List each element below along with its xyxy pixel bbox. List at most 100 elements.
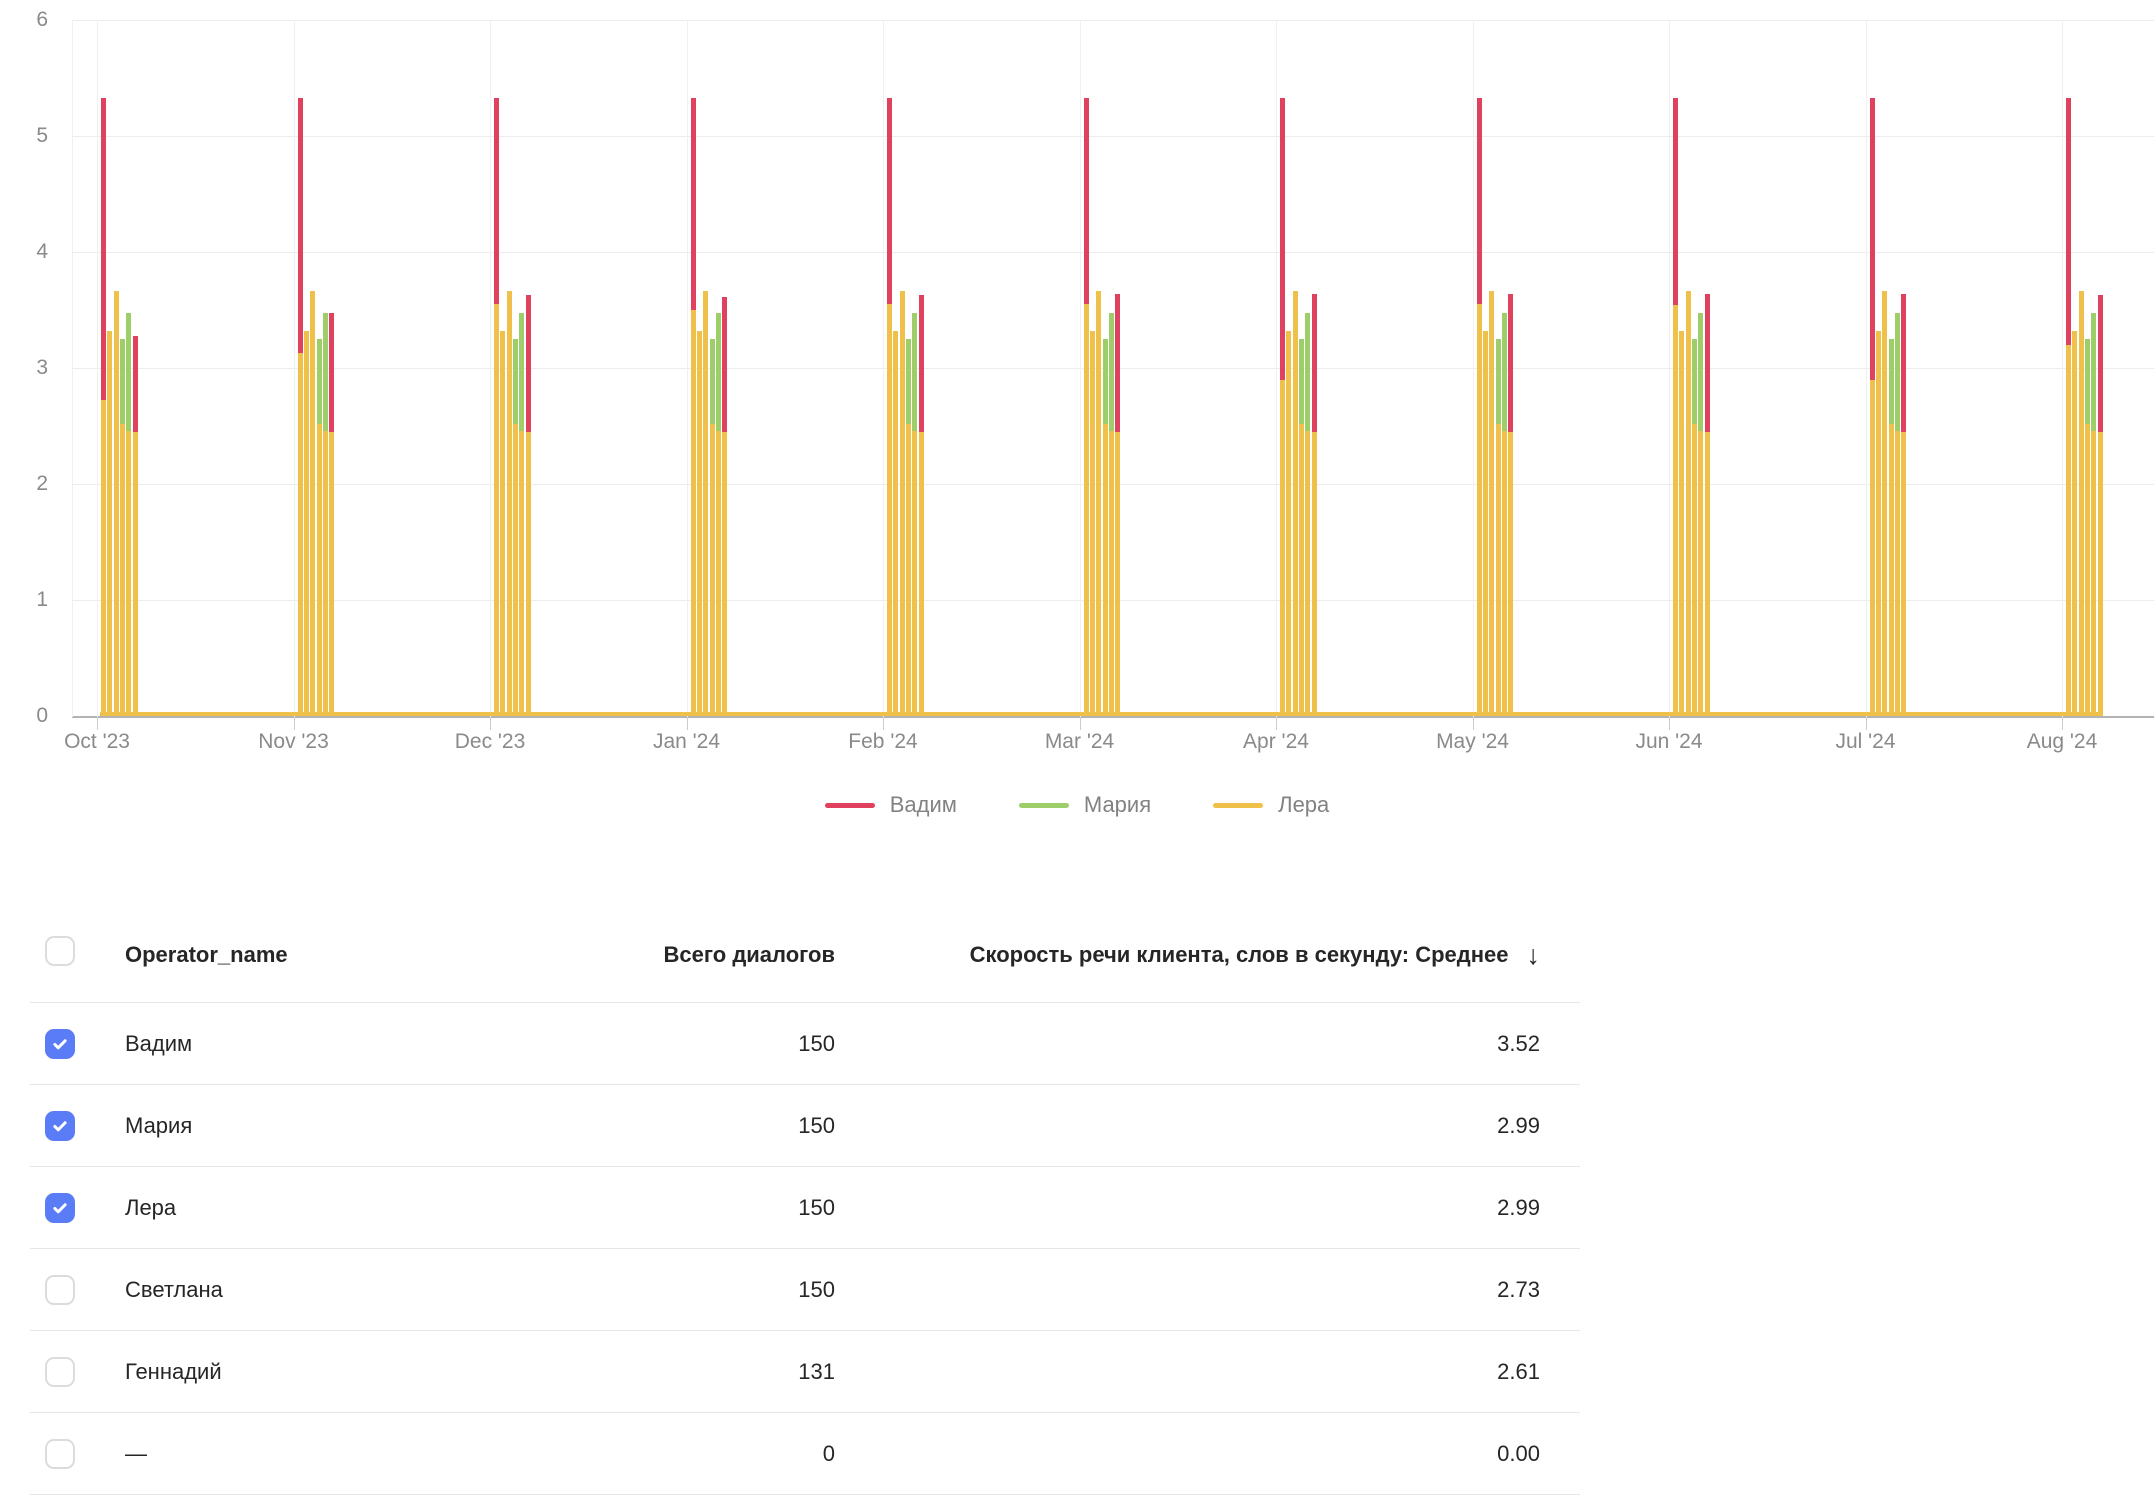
- row-checkbox-unchecked[interactable]: [45, 1274, 75, 1305]
- legend-item-Лера[interactable]: Лера: [1213, 792, 1329, 818]
- legend-item-Вадим[interactable]: Вадим: [824, 792, 957, 818]
- x-axis-tick-mark: [1472, 717, 1474, 730]
- legend-line-swatch: [1213, 802, 1264, 808]
- header-checkbox-cell: [30, 928, 95, 1002]
- bar-segment-main: [513, 339, 519, 424]
- bar-Лера[interactable]: [1882, 0, 1888, 717]
- gridline-horizontal: [72, 20, 2154, 21]
- bar-Вадим[interactable]: [690, 0, 696, 717]
- bar-segment-main: [2091, 313, 2097, 431]
- bar-Вадим[interactable]: [1115, 0, 1121, 717]
- bar-Мария[interactable]: [1108, 0, 1114, 717]
- bar-Лера[interactable]: [1089, 0, 1095, 717]
- x-axis-tick-mark: [1079, 717, 1081, 730]
- bar-Вадим[interactable]: [1673, 0, 1678, 717]
- bar-Лера[interactable]: [1489, 0, 1495, 717]
- bar-Мария[interactable]: [316, 0, 322, 717]
- bar-Лера[interactable]: [1685, 0, 1691, 717]
- bar-Вадим[interactable]: [1901, 0, 1907, 717]
- bar-Вадим[interactable]: [918, 0, 924, 717]
- bar-Лера[interactable]: [1482, 0, 1488, 717]
- bar-segment-main: [297, 97, 303, 353]
- bar-Лера[interactable]: [1679, 0, 1685, 717]
- bar-Лера[interactable]: [107, 0, 113, 717]
- row-checkbox-checked[interactable]: [45, 1110, 75, 1141]
- row-checkbox-unchecked[interactable]: [45, 1356, 75, 1387]
- bar-Лера[interactable]: [2072, 0, 2078, 717]
- bar-Мария[interactable]: [715, 0, 721, 717]
- bar-Лера[interactable]: [506, 0, 512, 717]
- bar-Мария[interactable]: [1299, 0, 1305, 717]
- bar-Вадим[interactable]: [132, 0, 138, 717]
- x-axis-tick-mark: [1865, 717, 1867, 730]
- bar-segment-main: [887, 97, 892, 305]
- bar-Вадим[interactable]: [887, 0, 892, 717]
- bar-Мария[interactable]: [912, 0, 918, 717]
- bar-Вадим[interactable]: [1508, 0, 1514, 717]
- legend-item-Мария[interactable]: Мария: [1018, 792, 1151, 818]
- bar-Лера[interactable]: [1292, 0, 1298, 717]
- bar-segment-yellow-overlay: [2085, 423, 2091, 716]
- legend-line-swatch: [824, 802, 875, 808]
- bar-Мария[interactable]: [1501, 0, 1507, 717]
- bar-Мария[interactable]: [1692, 0, 1698, 717]
- bar-Лера[interactable]: [696, 0, 702, 717]
- y-axis-tick-label: 5: [36, 124, 48, 147]
- bar-Лера[interactable]: [893, 0, 899, 717]
- bar-Лера[interactable]: [500, 0, 506, 717]
- column-header-operator-name[interactable]: Operator_name: [125, 942, 288, 967]
- gridline-horizontal: [72, 252, 2154, 253]
- bar-segment-main: [1698, 313, 1704, 431]
- bar-Лера[interactable]: [703, 0, 709, 717]
- bar-Мария[interactable]: [513, 0, 519, 717]
- column-header-client-speech-speed[interactable]: Скорость речи клиента, слов в секунду: С…: [835, 928, 1580, 1002]
- bar-Мария[interactable]: [709, 0, 715, 717]
- bar-Мария[interactable]: [1894, 0, 1900, 717]
- bar-Вадим[interactable]: [1311, 0, 1317, 717]
- bar-Мария[interactable]: [519, 0, 525, 717]
- bar-Вадим[interactable]: [1083, 0, 1089, 717]
- bar-Мария[interactable]: [906, 0, 912, 717]
- bar-Вадим[interactable]: [525, 0, 531, 717]
- bar-segment-main: [113, 291, 119, 716]
- bar-Вадим[interactable]: [1869, 0, 1875, 717]
- row-checkbox-checked[interactable]: [45, 1192, 75, 1223]
- bar-Вадим[interactable]: [1476, 0, 1482, 717]
- bar-Вадим[interactable]: [329, 0, 335, 717]
- bar-Мария[interactable]: [1495, 0, 1501, 717]
- row-checkbox-unchecked[interactable]: [45, 1438, 75, 1469]
- bar-Лера[interactable]: [899, 0, 905, 717]
- sort-descending-icon[interactable]: ↓: [1526, 940, 1541, 970]
- bar-Лера[interactable]: [2078, 0, 2084, 717]
- select-all-checkbox[interactable]: [45, 936, 75, 966]
- bar-Лера[interactable]: [113, 0, 119, 717]
- bar-Лера[interactable]: [1286, 0, 1292, 717]
- bar-Лера[interactable]: [1096, 0, 1102, 717]
- row-checkbox-checked[interactable]: [45, 1028, 75, 1059]
- bar-Вадим[interactable]: [494, 0, 499, 717]
- cell-total-dialogs: 131: [798, 1358, 835, 1384]
- bar-Мария[interactable]: [1888, 0, 1894, 717]
- bar-Лера[interactable]: [310, 0, 316, 717]
- bar-Лера[interactable]: [1875, 0, 1881, 717]
- bar-segment-yellow-overlay: [1495, 423, 1501, 716]
- bar-Лера[interactable]: [303, 0, 309, 717]
- bar-Мария[interactable]: [1305, 0, 1311, 717]
- bar-Вадим[interactable]: [2066, 0, 2071, 717]
- bar-Вадим[interactable]: [1704, 0, 1710, 717]
- bar-Мария[interactable]: [1698, 0, 1704, 717]
- bar-Мария[interactable]: [2085, 0, 2091, 717]
- bar-Мария[interactable]: [2091, 0, 2097, 717]
- x-axis-tick-label: Jan '24: [652, 730, 721, 753]
- bar-Вадим[interactable]: [297, 0, 303, 717]
- bar-Вадим[interactable]: [722, 0, 728, 717]
- bar-Вадим[interactable]: [2097, 0, 2103, 717]
- bar-Мария[interactable]: [322, 0, 328, 717]
- bar-Мария[interactable]: [120, 0, 126, 717]
- bar-segment-main: [1482, 330, 1488, 716]
- bar-Мария[interactable]: [1102, 0, 1108, 717]
- bar-Вадим[interactable]: [1280, 0, 1285, 717]
- bar-Вадим[interactable]: [101, 0, 106, 717]
- column-header-total-dialogs[interactable]: Всего диалогов: [663, 942, 835, 967]
- bar-Мария[interactable]: [126, 0, 132, 717]
